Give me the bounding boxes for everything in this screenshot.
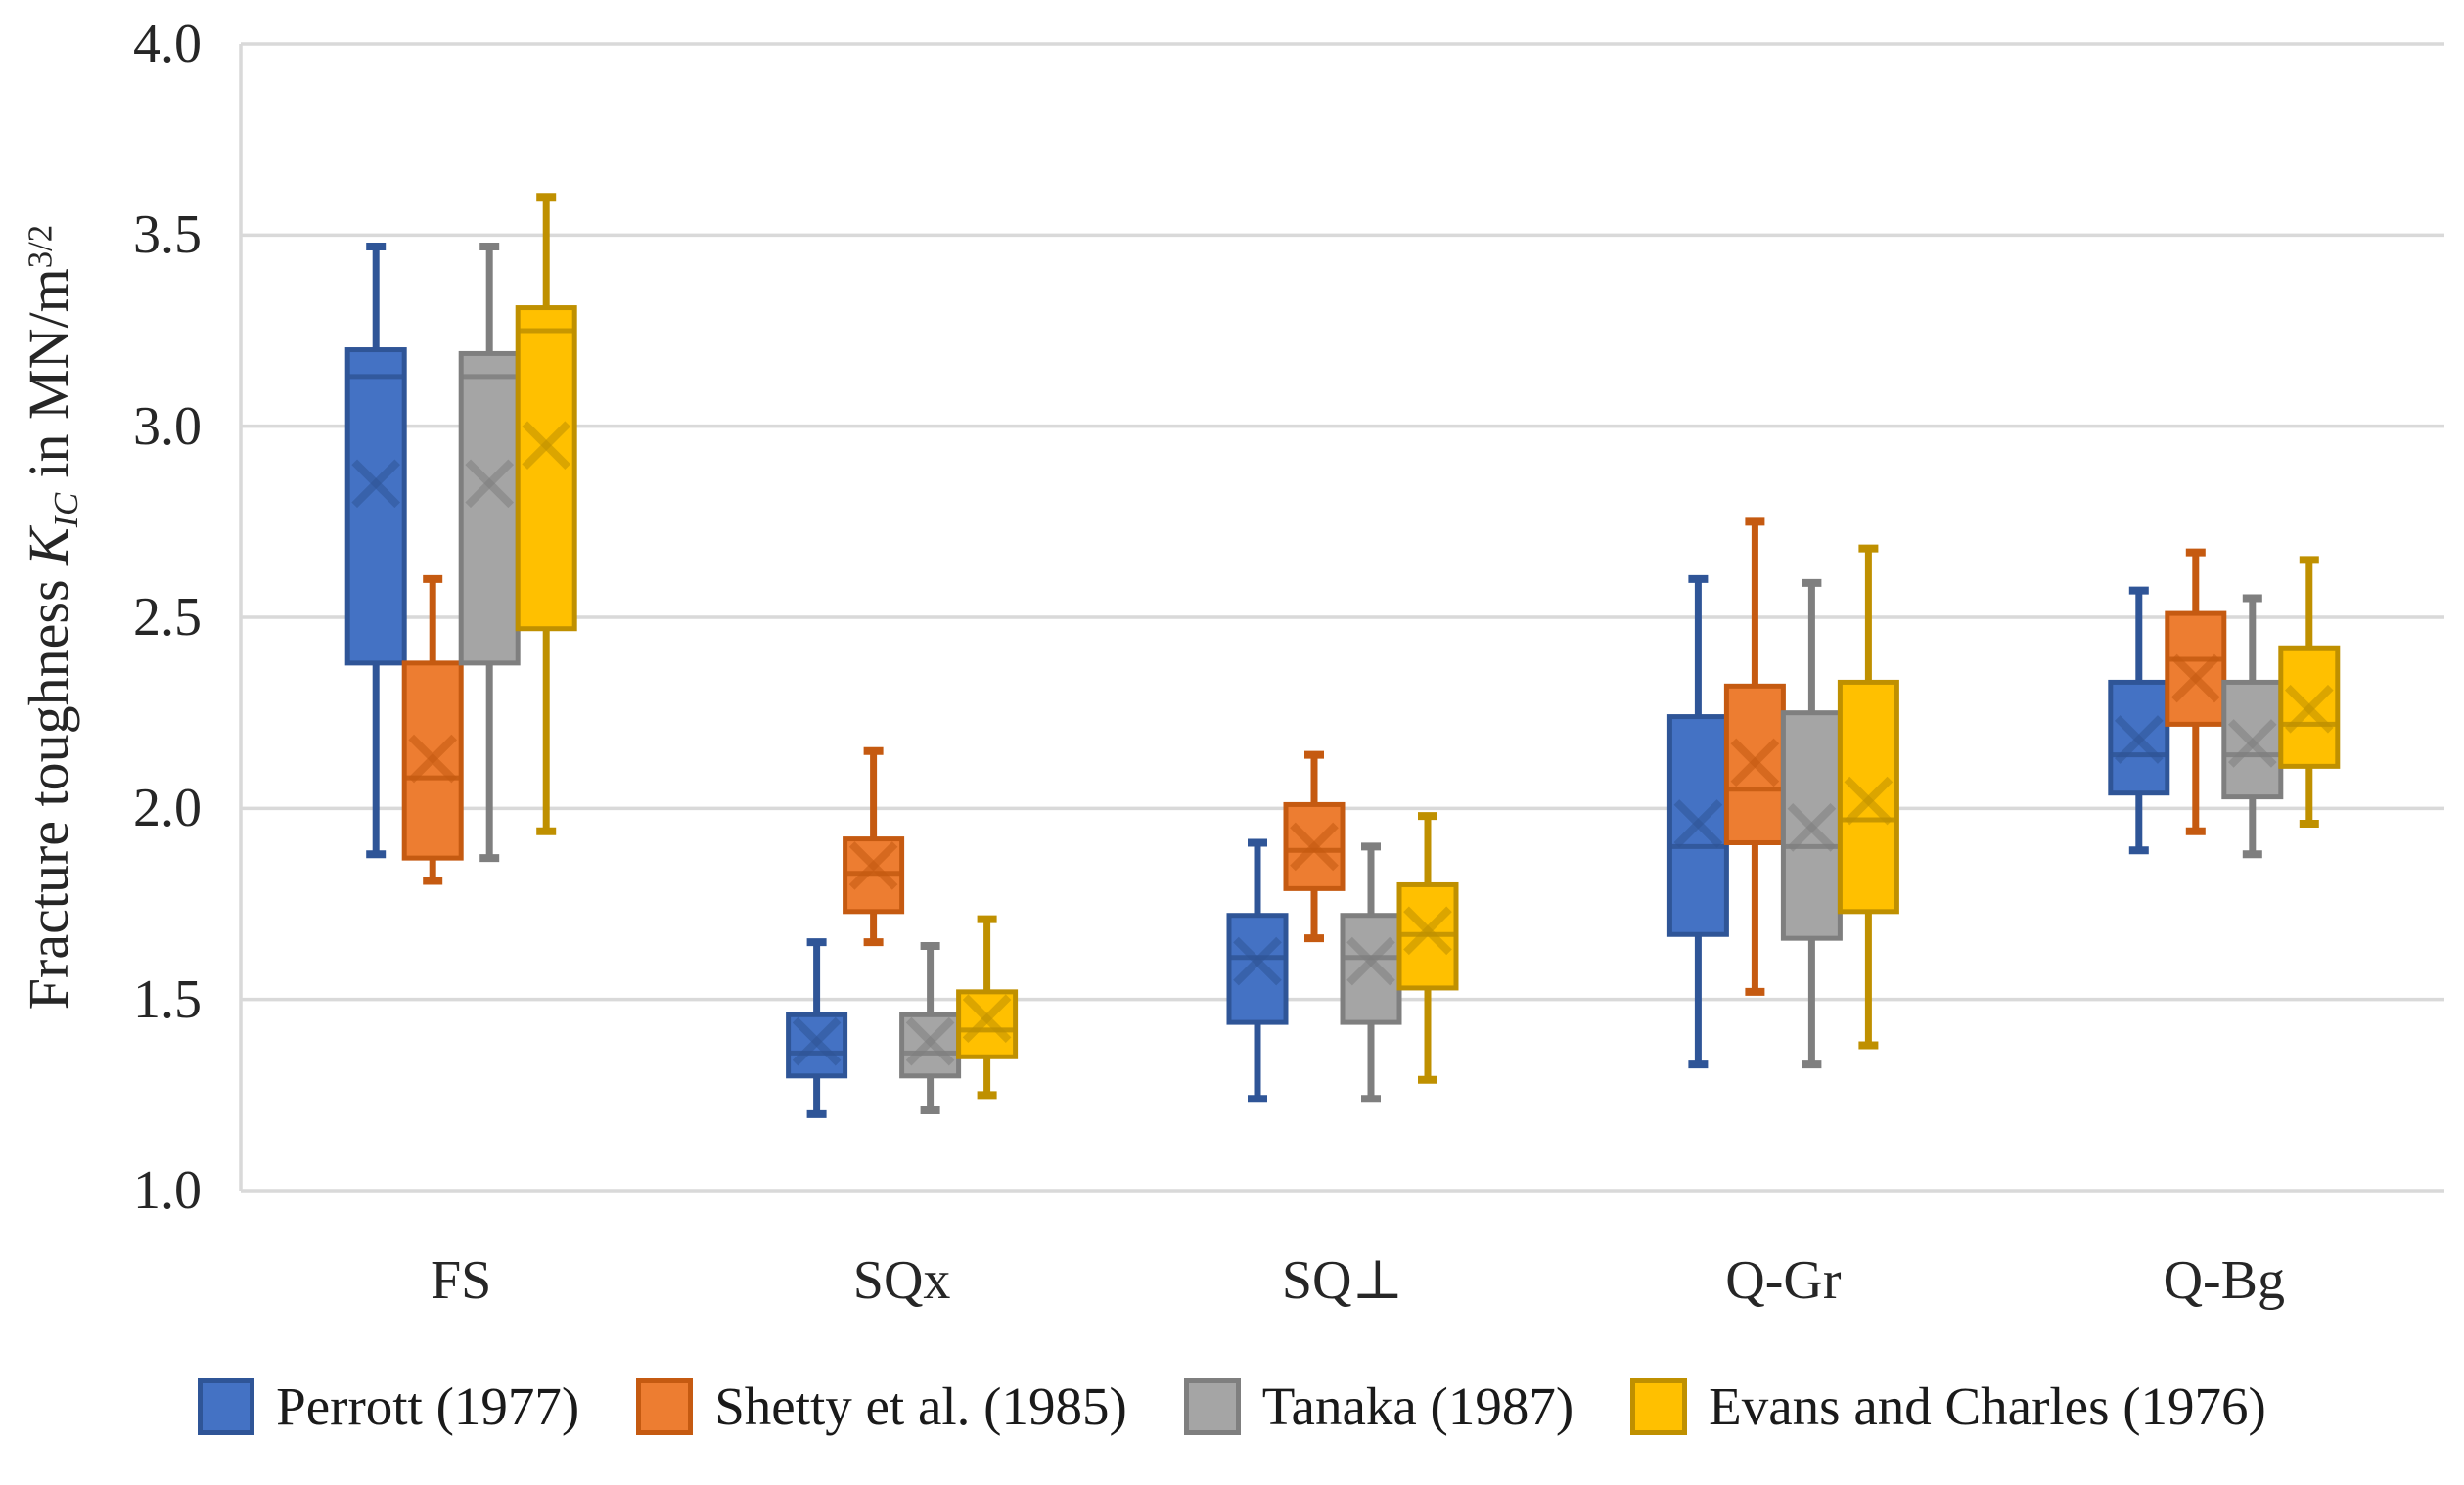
box-FS-evans-mean-x bbox=[522, 421, 571, 471]
box-SQ⊥-perrott bbox=[1226, 913, 1289, 1025]
box-FS-shetty-mean-x bbox=[408, 734, 458, 784]
legend-label-shetty: Shetty et al. (1985) bbox=[714, 1376, 1127, 1436]
box-Q-Bg-perrott-mean-x bbox=[2114, 715, 2164, 764]
x-category-label-Q-Gr: Q-Gr bbox=[1725, 1250, 1842, 1311]
box-FS-tanaka-mean-x bbox=[465, 459, 515, 509]
box-SQ⊥-tanaka bbox=[1340, 913, 1402, 1025]
legend-label-evans: Evans and Charles (1976) bbox=[1709, 1376, 2266, 1436]
y-tick-label-2.0: 2.0 bbox=[133, 778, 202, 839]
y-tick-label-3.5: 3.5 bbox=[133, 204, 202, 266]
box-Q-Bg-tanaka-mean-x bbox=[2227, 719, 2277, 768]
y-tick-label-4.0: 4.0 bbox=[133, 14, 202, 74]
box-SQ⊥-tanaka-mean-x bbox=[1346, 936, 1395, 986]
legend-swatch-evans bbox=[1630, 1378, 1688, 1435]
legend-swatch-tanaka bbox=[1183, 1378, 1241, 1435]
box-Q-Bg-shetty-mean-x bbox=[2170, 653, 2220, 703]
y-tick-label-1.5: 1.5 bbox=[133, 968, 202, 1030]
legend-item-perrott: Perrott (1977) bbox=[198, 1377, 579, 1436]
box-SQx-shetty-mean-x bbox=[848, 841, 898, 890]
box-FS-tanaka bbox=[458, 350, 521, 666]
box-SQ⊥-evans-mean-x bbox=[1403, 906, 1452, 956]
box-Q-Gr-shetty-mean-x bbox=[1730, 738, 1780, 788]
box-SQ⊥-shetty-mean-x bbox=[1290, 822, 1339, 872]
y-tick-label-2.5: 2.5 bbox=[133, 587, 202, 648]
box-SQx-evans-mean-x bbox=[962, 994, 1012, 1044]
box-SQx-tanaka-mean-x bbox=[905, 1016, 955, 1066]
box-SQx-perrott-mean-x bbox=[792, 1016, 842, 1066]
box-Q-Gr-evans-mean-x bbox=[1844, 776, 1894, 826]
legend-item-tanaka: Tanaka (1987) bbox=[1183, 1376, 1574, 1436]
legend-swatch-shetty bbox=[636, 1378, 694, 1435]
box-SQ⊥-perrott-mean-x bbox=[1233, 936, 1282, 986]
legend-item-shetty: Shetty et al. (1985) bbox=[636, 1377, 1127, 1436]
legend-label-perrott: Perrott (1977) bbox=[276, 1376, 580, 1436]
legend: Perrott (1977) Shetty et al. (1985) Tanaka… bbox=[0, 1377, 2464, 1436]
legend-label-tanaka: Tanaka (1987) bbox=[1261, 1376, 1574, 1436]
legend-swatch-perrott bbox=[198, 1378, 255, 1435]
box-Q-Bg-evans-mean-x bbox=[2284, 684, 2334, 734]
x-category-label-FS: FS bbox=[431, 1250, 492, 1311]
box-Q-Gr-perrott-mean-x bbox=[1673, 799, 1723, 848]
box-Q-Gr-tanaka-mean-x bbox=[1787, 803, 1837, 852]
x-category-label-SQ⊥: SQ⊥ bbox=[1281, 1250, 1404, 1311]
x-category-label-SQx: SQx bbox=[852, 1250, 951, 1311]
x-category-label-Q-Bg: Q-Bg bbox=[2163, 1250, 2286, 1311]
box-FS-perrott-mean-x bbox=[351, 459, 401, 509]
box-Q-Bg-shetty bbox=[2165, 610, 2227, 727]
y-tick-label-1.0: 1.0 bbox=[133, 1160, 202, 1221]
y-tick-label-3.0: 3.0 bbox=[133, 395, 202, 457]
legend-item-evans: Evans and Charles (1976) bbox=[1630, 1377, 2266, 1436]
